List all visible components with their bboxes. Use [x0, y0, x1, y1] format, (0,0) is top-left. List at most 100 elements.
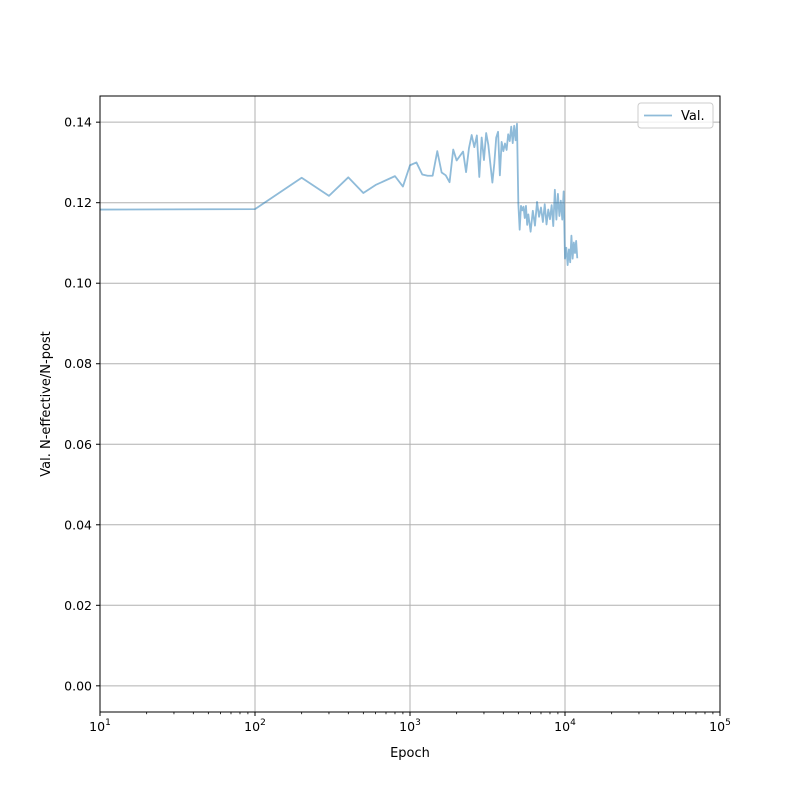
data-point	[514, 139, 516, 141]
data-point	[517, 203, 519, 205]
y-tick-label: 0.04	[64, 517, 92, 532]
data-point	[497, 131, 499, 133]
data-point	[520, 205, 522, 207]
data-point	[495, 136, 497, 138]
data-point	[534, 224, 536, 226]
data-point	[500, 141, 502, 143]
data-point	[573, 241, 575, 243]
data-point	[436, 150, 438, 152]
minor-ticks	[146, 712, 714, 715]
data-point	[544, 203, 546, 205]
data-point	[526, 224, 528, 226]
data-point	[502, 150, 504, 152]
data-point	[568, 248, 570, 250]
series-line-1	[99, 122, 579, 267]
data-point	[552, 225, 554, 227]
data-point	[507, 133, 509, 135]
data-point	[557, 193, 559, 195]
data-point	[575, 240, 577, 242]
legend-label: Val.	[681, 109, 705, 124]
data-point	[569, 261, 571, 263]
data-point	[505, 149, 507, 151]
data-point	[521, 209, 523, 211]
y-tick-label: 0.06	[64, 437, 92, 452]
data-point	[493, 162, 495, 164]
data-point	[532, 210, 534, 212]
y-tick-label: 0.14	[64, 115, 92, 130]
data-point	[565, 247, 567, 249]
data-point	[347, 176, 349, 178]
data-point	[254, 208, 256, 210]
data-point	[455, 159, 457, 161]
x-tick-label: 105	[709, 718, 731, 734]
data-point	[328, 195, 330, 197]
data-point	[509, 140, 511, 142]
data-point	[394, 175, 396, 177]
data-point	[504, 142, 506, 144]
x-tick-label: 103	[399, 718, 421, 734]
y-axis-label: Val. N-effective/N-post	[39, 331, 54, 477]
data-point	[402, 185, 404, 187]
data-point	[554, 189, 556, 191]
data-point	[560, 199, 562, 201]
data-point	[555, 218, 557, 220]
data-point	[570, 235, 572, 237]
data-point	[540, 206, 542, 208]
x-tick-label: 101	[89, 718, 111, 734]
data-point	[536, 201, 538, 203]
data-point	[445, 174, 447, 176]
x-axis: 101 102 103 104 105	[89, 712, 731, 734]
x-axis-label: Epoch	[390, 746, 430, 761]
data-point	[489, 163, 491, 165]
data-point	[547, 208, 549, 210]
data-point	[558, 215, 560, 217]
data-point	[473, 146, 475, 148]
data-point	[574, 252, 576, 254]
data-point	[550, 204, 552, 206]
data-point	[561, 218, 563, 220]
data-point	[431, 175, 433, 177]
legend-frame	[637, 102, 714, 129]
data-point	[516, 123, 518, 125]
data-point	[476, 134, 478, 136]
data-point	[513, 125, 515, 127]
y-axis: 0.00 0.02 0.04 0.06 0.08 0.10 0.12 0.14	[64, 115, 100, 693]
data-point	[465, 171, 467, 173]
y-tick-label: 0.00	[64, 678, 92, 693]
data-point	[426, 175, 428, 177]
data-point	[470, 134, 472, 136]
data-point	[448, 181, 450, 183]
data-point	[510, 125, 512, 127]
data-point	[527, 213, 529, 215]
y-tick-label: 0.10	[64, 276, 92, 291]
data-point	[374, 184, 376, 186]
data-point	[524, 217, 526, 219]
data-point	[491, 181, 493, 183]
data-point	[518, 228, 520, 230]
data-point	[480, 136, 482, 138]
data-point	[562, 190, 564, 192]
data-point	[499, 174, 501, 176]
data-point	[525, 205, 527, 207]
data-point	[478, 176, 480, 178]
data-point	[522, 206, 524, 208]
data-point	[549, 218, 551, 220]
data-point	[362, 192, 364, 194]
data-point	[462, 150, 464, 152]
x-tick-label: 102	[244, 718, 266, 734]
data-point	[576, 257, 578, 259]
data-point	[529, 230, 531, 232]
data-point	[468, 147, 470, 149]
data-point	[452, 148, 454, 150]
data-point	[571, 257, 573, 259]
legend: Val.	[637, 102, 714, 129]
data-point	[566, 264, 568, 266]
data-point	[485, 132, 487, 134]
data-point	[564, 257, 566, 259]
data-point	[542, 221, 544, 223]
data-point	[487, 144, 489, 146]
y-tick-label: 0.02	[64, 598, 92, 613]
x-tick-label: 104	[554, 718, 576, 734]
data-point	[512, 142, 514, 144]
